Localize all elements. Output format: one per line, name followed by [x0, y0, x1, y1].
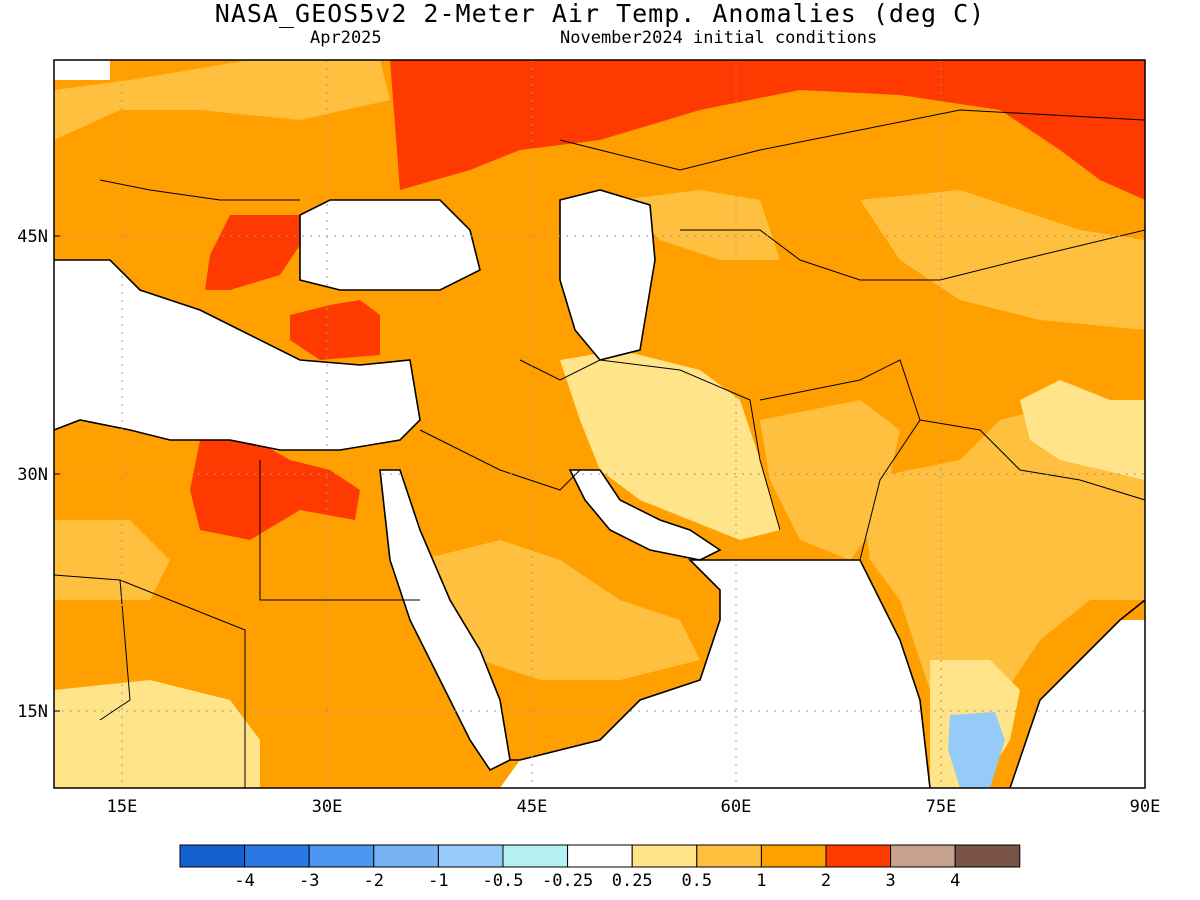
black-sea-coast — [299, 199, 481, 291]
caspian-coast — [559, 189, 656, 361]
anomaly-region-sahel-0.25-0.5 — [54, 680, 260, 788]
colorbar-label-9: 2 — [821, 871, 831, 891]
border-layer — [54, 109, 1145, 788]
colorbar-label-8: 1 — [756, 871, 766, 891]
anomaly-region-central-asia-0.5-1 — [860, 190, 1145, 330]
colorbar-label-2: -2 — [364, 871, 384, 891]
anomaly-region-anatolia-2-3 — [290, 300, 380, 360]
colorbar-swatch-4 — [437, 844, 504, 868]
colorbar-swatches — [179, 844, 1021, 868]
lon-tick-label-15: 15E — [107, 797, 138, 817]
mediterranean-sea-mask — [54, 260, 420, 450]
colorbar-swatch-10 — [825, 844, 892, 868]
border-europe — [99, 179, 300, 201]
arabian-sea-mask — [500, 560, 930, 788]
colorbar-swatch-0 — [179, 844, 246, 868]
colorbar-label-1: -3 — [299, 871, 319, 891]
lat-tick-label-30: 30N — [17, 465, 48, 485]
caspian-sea-mask — [560, 190, 655, 360]
border-pakistan — [759, 359, 921, 561]
colorbar-swatch-3 — [373, 844, 439, 868]
arabian-sea-coast — [510, 559, 931, 788]
lat-tick-label-15: 15N — [17, 702, 48, 722]
colorbar-swatch-2 — [308, 844, 375, 868]
forecast-month-label: Apr2025 — [310, 28, 382, 48]
border-egypt-sudan — [259, 460, 420, 601]
colorbar-swatch-5 — [502, 844, 569, 868]
anomaly-region-balkans-2-3 — [205, 215, 300, 290]
lon-tick-label-30: 30E — [312, 797, 343, 817]
border-iran — [519, 359, 781, 531]
border-africa-2 — [99, 579, 131, 721]
lon-tick-label-60: 60E — [721, 797, 752, 817]
lat-tick-labels: 45N 30N 15N — [17, 227, 48, 722]
lon-tick-label-45: 45E — [517, 797, 548, 817]
colorbar-swatch-1 — [244, 844, 310, 868]
anomaly-region-arabia-0.5-1 — [420, 540, 700, 680]
anomaly-region-northern-russia-2-3 — [390, 60, 1145, 200]
anomaly-region-south-india-neg — [948, 712, 1005, 788]
mediterranean-coast — [54, 259, 421, 451]
map-frame — [53, 59, 1146, 789]
colorbar-label-10: 3 — [885, 871, 895, 891]
colorbar-swatch-6 — [567, 844, 633, 868]
colorbar-swatch-7 — [631, 844, 698, 868]
map-title: NASA_GEOS5v2 2-Meter Air Temp. Anomalies… — [214, 0, 986, 28]
anomaly-region-himalaya-0.25-0.5 — [1020, 380, 1145, 480]
anomaly-region-w-africa-0.5-1 — [54, 520, 170, 600]
north-sea-mask — [54, 60, 110, 80]
colorbar-swatch-11 — [890, 844, 956, 868]
bay-of-bengal-coast — [1009, 599, 1145, 788]
anomaly-fill-layer — [54, 60, 1145, 788]
lat-tick-label-45: 45N — [17, 227, 48, 247]
colorbar-label-0: -4 — [234, 871, 254, 891]
anomaly-region-india-0.5-1 — [860, 400, 1145, 720]
anomaly-region-iran-0.25-0.5 — [560, 350, 780, 540]
colorbar-label-3: -1 — [428, 871, 448, 891]
border-iraq-saudi — [419, 429, 581, 491]
red-sea-mask — [380, 470, 510, 770]
anomaly-region-libya-egypt-2-3 — [190, 440, 360, 540]
colorbar-swatch-8 — [696, 844, 762, 868]
persian-gulf-coast — [568, 469, 722, 561]
border-russia — [559, 109, 1145, 171]
border-kazakhstan — [680, 229, 1145, 281]
colorbar-label-5: -0.25 — [542, 871, 593, 891]
colorbar-labels: -4 -3 -2 -1 -0.5 -0.25 0.25 0.5 1 2 3 4 — [234, 871, 960, 891]
black-sea-mask — [300, 200, 480, 290]
persian-gulf-mask — [570, 470, 720, 560]
colorbar-label-11: 4 — [950, 871, 960, 891]
graticule — [54, 60, 1145, 788]
anomaly-region-kazakh-0.5-1 — [620, 190, 780, 260]
lon-tick-labels: 15E 30E 45E 60E 75E 90E — [107, 797, 1161, 817]
coastline-layer — [54, 189, 1145, 788]
colorbar-label-6: 0.25 — [612, 871, 653, 891]
border-india-north — [919, 419, 1145, 501]
colorbar-swatch-12 — [954, 844, 1021, 868]
border-africa-1 — [54, 574, 246, 788]
colorbar-label-7: 0.5 — [681, 871, 712, 891]
lon-tick-label-75: 75E — [926, 797, 957, 817]
initial-conditions-label: November2024 initial conditions — [560, 28, 878, 48]
anomaly-region-europe-1-2 — [54, 60, 390, 140]
bay-of-bengal-mask — [1010, 620, 1145, 788]
colorbar-swatch-9 — [760, 844, 827, 868]
colorbar-label-4: -0.5 — [483, 871, 524, 891]
lat-tick-marks — [54, 235, 60, 712]
lon-tick-label-90: 90E — [1130, 797, 1161, 817]
